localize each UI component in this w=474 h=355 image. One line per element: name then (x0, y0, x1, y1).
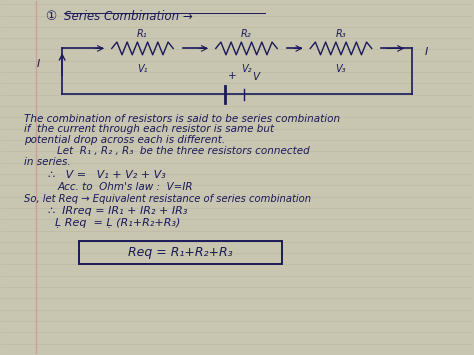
Text: potential drop across each is different.: potential drop across each is different. (24, 135, 226, 145)
Text: The combination of resistors is said to be series combination: The combination of resistors is said to … (24, 114, 340, 124)
Text: in series.: in series. (24, 157, 71, 167)
Text: V₁: V₁ (137, 64, 148, 74)
Text: Acc. to  Ohm's law :  V=IR: Acc. to Ohm's law : V=IR (57, 182, 193, 192)
Text: V₂: V₂ (241, 64, 252, 74)
Text: ①: ① (45, 10, 56, 22)
Text: I: I (424, 47, 428, 57)
Text: ∴  IRreq = IR₁ + IR₂ + IR₃: ∴ IRreq = IR₁ + IR₂ + IR₃ (48, 206, 187, 216)
Text: Let  R₁ , R₂ , R₃  be the three resistors connected: Let R₁ , R₂ , R₃ be the three resistors … (57, 146, 310, 157)
Text: R₁: R₁ (137, 28, 148, 39)
Text: V₃: V₃ (336, 64, 346, 74)
Text: Series Combination →: Series Combination → (64, 10, 193, 22)
Text: R₃: R₃ (336, 28, 346, 39)
Text: V: V (252, 72, 259, 82)
Text: Ḷ Req  = Ḷ (R₁+R₂+R₃): Ḷ Req = Ḷ (R₁+R₂+R₃) (48, 218, 180, 228)
Text: if  the current through each resistor is same but: if the current through each resistor is … (24, 125, 274, 135)
Text: So, let Req → Equivalent resistance of series combination: So, let Req → Equivalent resistance of s… (24, 194, 311, 204)
Text: +: + (228, 71, 237, 81)
Text: ∴   V =   V₁ + V₂ + V₃: ∴ V = V₁ + V₂ + V₃ (48, 170, 166, 180)
Text: R₂: R₂ (241, 28, 252, 39)
Text: Req = R₁+R₂+R₃: Req = R₁+R₂+R₃ (128, 246, 233, 259)
Text: I: I (37, 59, 40, 69)
